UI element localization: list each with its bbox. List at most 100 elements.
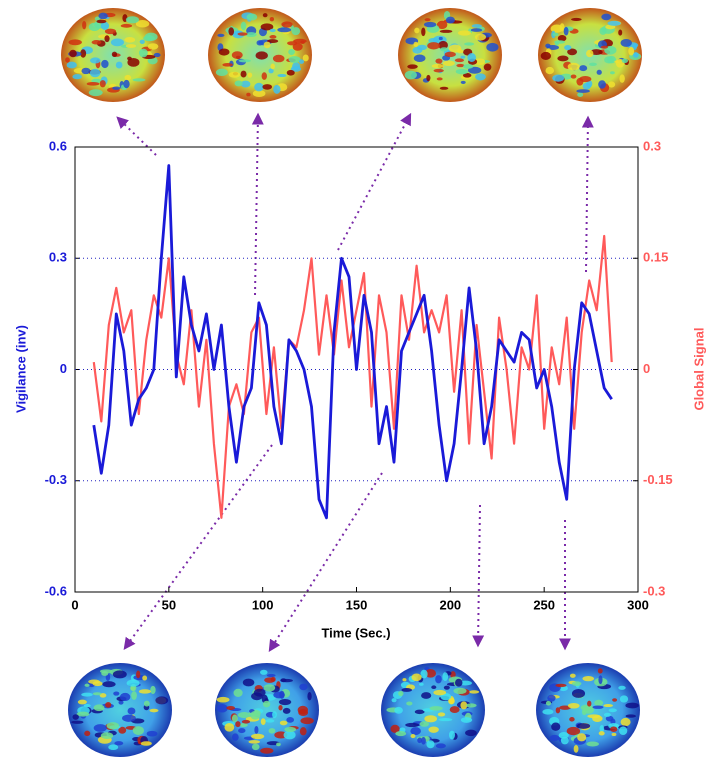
brain-blob (113, 691, 120, 696)
brain-blob (231, 733, 239, 741)
brain-blob (435, 743, 446, 749)
brain-blob (475, 73, 486, 81)
arrow (472, 504, 485, 648)
brain-blob (576, 723, 591, 729)
brain-blob (119, 692, 131, 702)
brain-blob (586, 80, 593, 88)
brain-blob (465, 729, 477, 737)
brain-blob (610, 726, 618, 732)
brain-blob (298, 59, 305, 64)
brain-blob (269, 35, 277, 39)
brain-blob (563, 26, 569, 36)
brain-blob (424, 715, 438, 723)
brain-blob (300, 717, 314, 725)
brain-blob (394, 706, 403, 714)
brain-blob (555, 683, 567, 688)
brain-blob (100, 21, 110, 30)
brain-blob (571, 688, 586, 698)
brain-blob (71, 720, 84, 724)
brain-blob (587, 700, 592, 707)
brain-blob (140, 741, 152, 746)
brain-blob (586, 741, 599, 747)
brain-blob (253, 688, 266, 697)
brain-maps (61, 8, 642, 757)
x-tick-label: 0 (71, 597, 78, 612)
brain-blob (282, 707, 291, 714)
brain-map (215, 663, 319, 757)
brain-blob (69, 49, 77, 58)
brain-blob (239, 723, 248, 728)
brain-blob (436, 77, 443, 81)
brain-blob (251, 743, 260, 751)
brain-blob (625, 714, 637, 718)
brain-blob (142, 675, 148, 681)
brain-map (381, 663, 485, 757)
brain-blob (577, 733, 587, 742)
brain-blob (437, 712, 446, 717)
brain-blob (420, 669, 428, 679)
brain-blob (611, 732, 617, 737)
brain-blob (89, 57, 101, 64)
brain-blob (542, 709, 554, 715)
brain-blob (263, 41, 271, 49)
x-tick-label: 50 (162, 597, 176, 612)
brain-blob (597, 668, 603, 674)
arrow (337, 112, 412, 251)
brain-blob (88, 89, 103, 97)
brain-blob (150, 685, 156, 695)
brain-blob (277, 73, 287, 78)
brain-blob (127, 707, 136, 715)
y2-tick-label: 0.15 (643, 250, 668, 265)
brain-blob (419, 721, 430, 727)
brain-blob (228, 71, 241, 78)
brain-blob (598, 675, 603, 685)
brain-blob (248, 740, 261, 744)
brain-blob (540, 51, 552, 60)
y-tick-label: 0 (60, 361, 67, 376)
brain-blob (245, 32, 257, 38)
y-tick-label: -0.6 (45, 583, 67, 598)
brain-blob (471, 24, 482, 28)
brain-blob (448, 697, 455, 705)
brain-map (68, 663, 172, 757)
brain-blob (558, 731, 569, 739)
brain-blob (435, 58, 443, 64)
brain-blob (460, 701, 468, 710)
brain-blob (65, 57, 70, 63)
brain-blob (143, 700, 150, 707)
brain-blob (124, 36, 136, 43)
brain-blob (621, 58, 629, 64)
brain-blob (423, 21, 437, 28)
brain-blob (426, 740, 435, 749)
brain-blob (299, 683, 308, 691)
brain-blob (281, 21, 293, 28)
brain-blob (104, 35, 110, 43)
brain-blob (240, 21, 247, 31)
brain-blob (96, 19, 107, 24)
brain-blob (255, 51, 268, 60)
brain-blob (246, 13, 258, 21)
brain-blob (101, 59, 109, 69)
y2-tick-label: -0.15 (643, 472, 673, 487)
brain-blob (413, 54, 426, 62)
brain-blob (438, 36, 443, 41)
brain-blob (436, 20, 448, 30)
brain-blob (98, 12, 108, 20)
brain-blob (290, 66, 302, 72)
brain-map (61, 8, 165, 102)
brain-blob (125, 44, 137, 48)
brain-blob (89, 68, 101, 78)
brain-blob (462, 64, 474, 69)
brain-blob (557, 55, 569, 62)
brain-blob (547, 694, 556, 702)
brain-blob (76, 711, 90, 717)
brain-blob (456, 63, 465, 68)
brain-blob (270, 63, 276, 70)
brain-blob (576, 89, 590, 93)
brain-blob (235, 721, 241, 728)
brain-blob (460, 80, 466, 84)
brain-blob (254, 82, 264, 92)
brain-blob (280, 678, 287, 683)
brain-blob (571, 681, 582, 687)
brain-blob (608, 81, 616, 88)
